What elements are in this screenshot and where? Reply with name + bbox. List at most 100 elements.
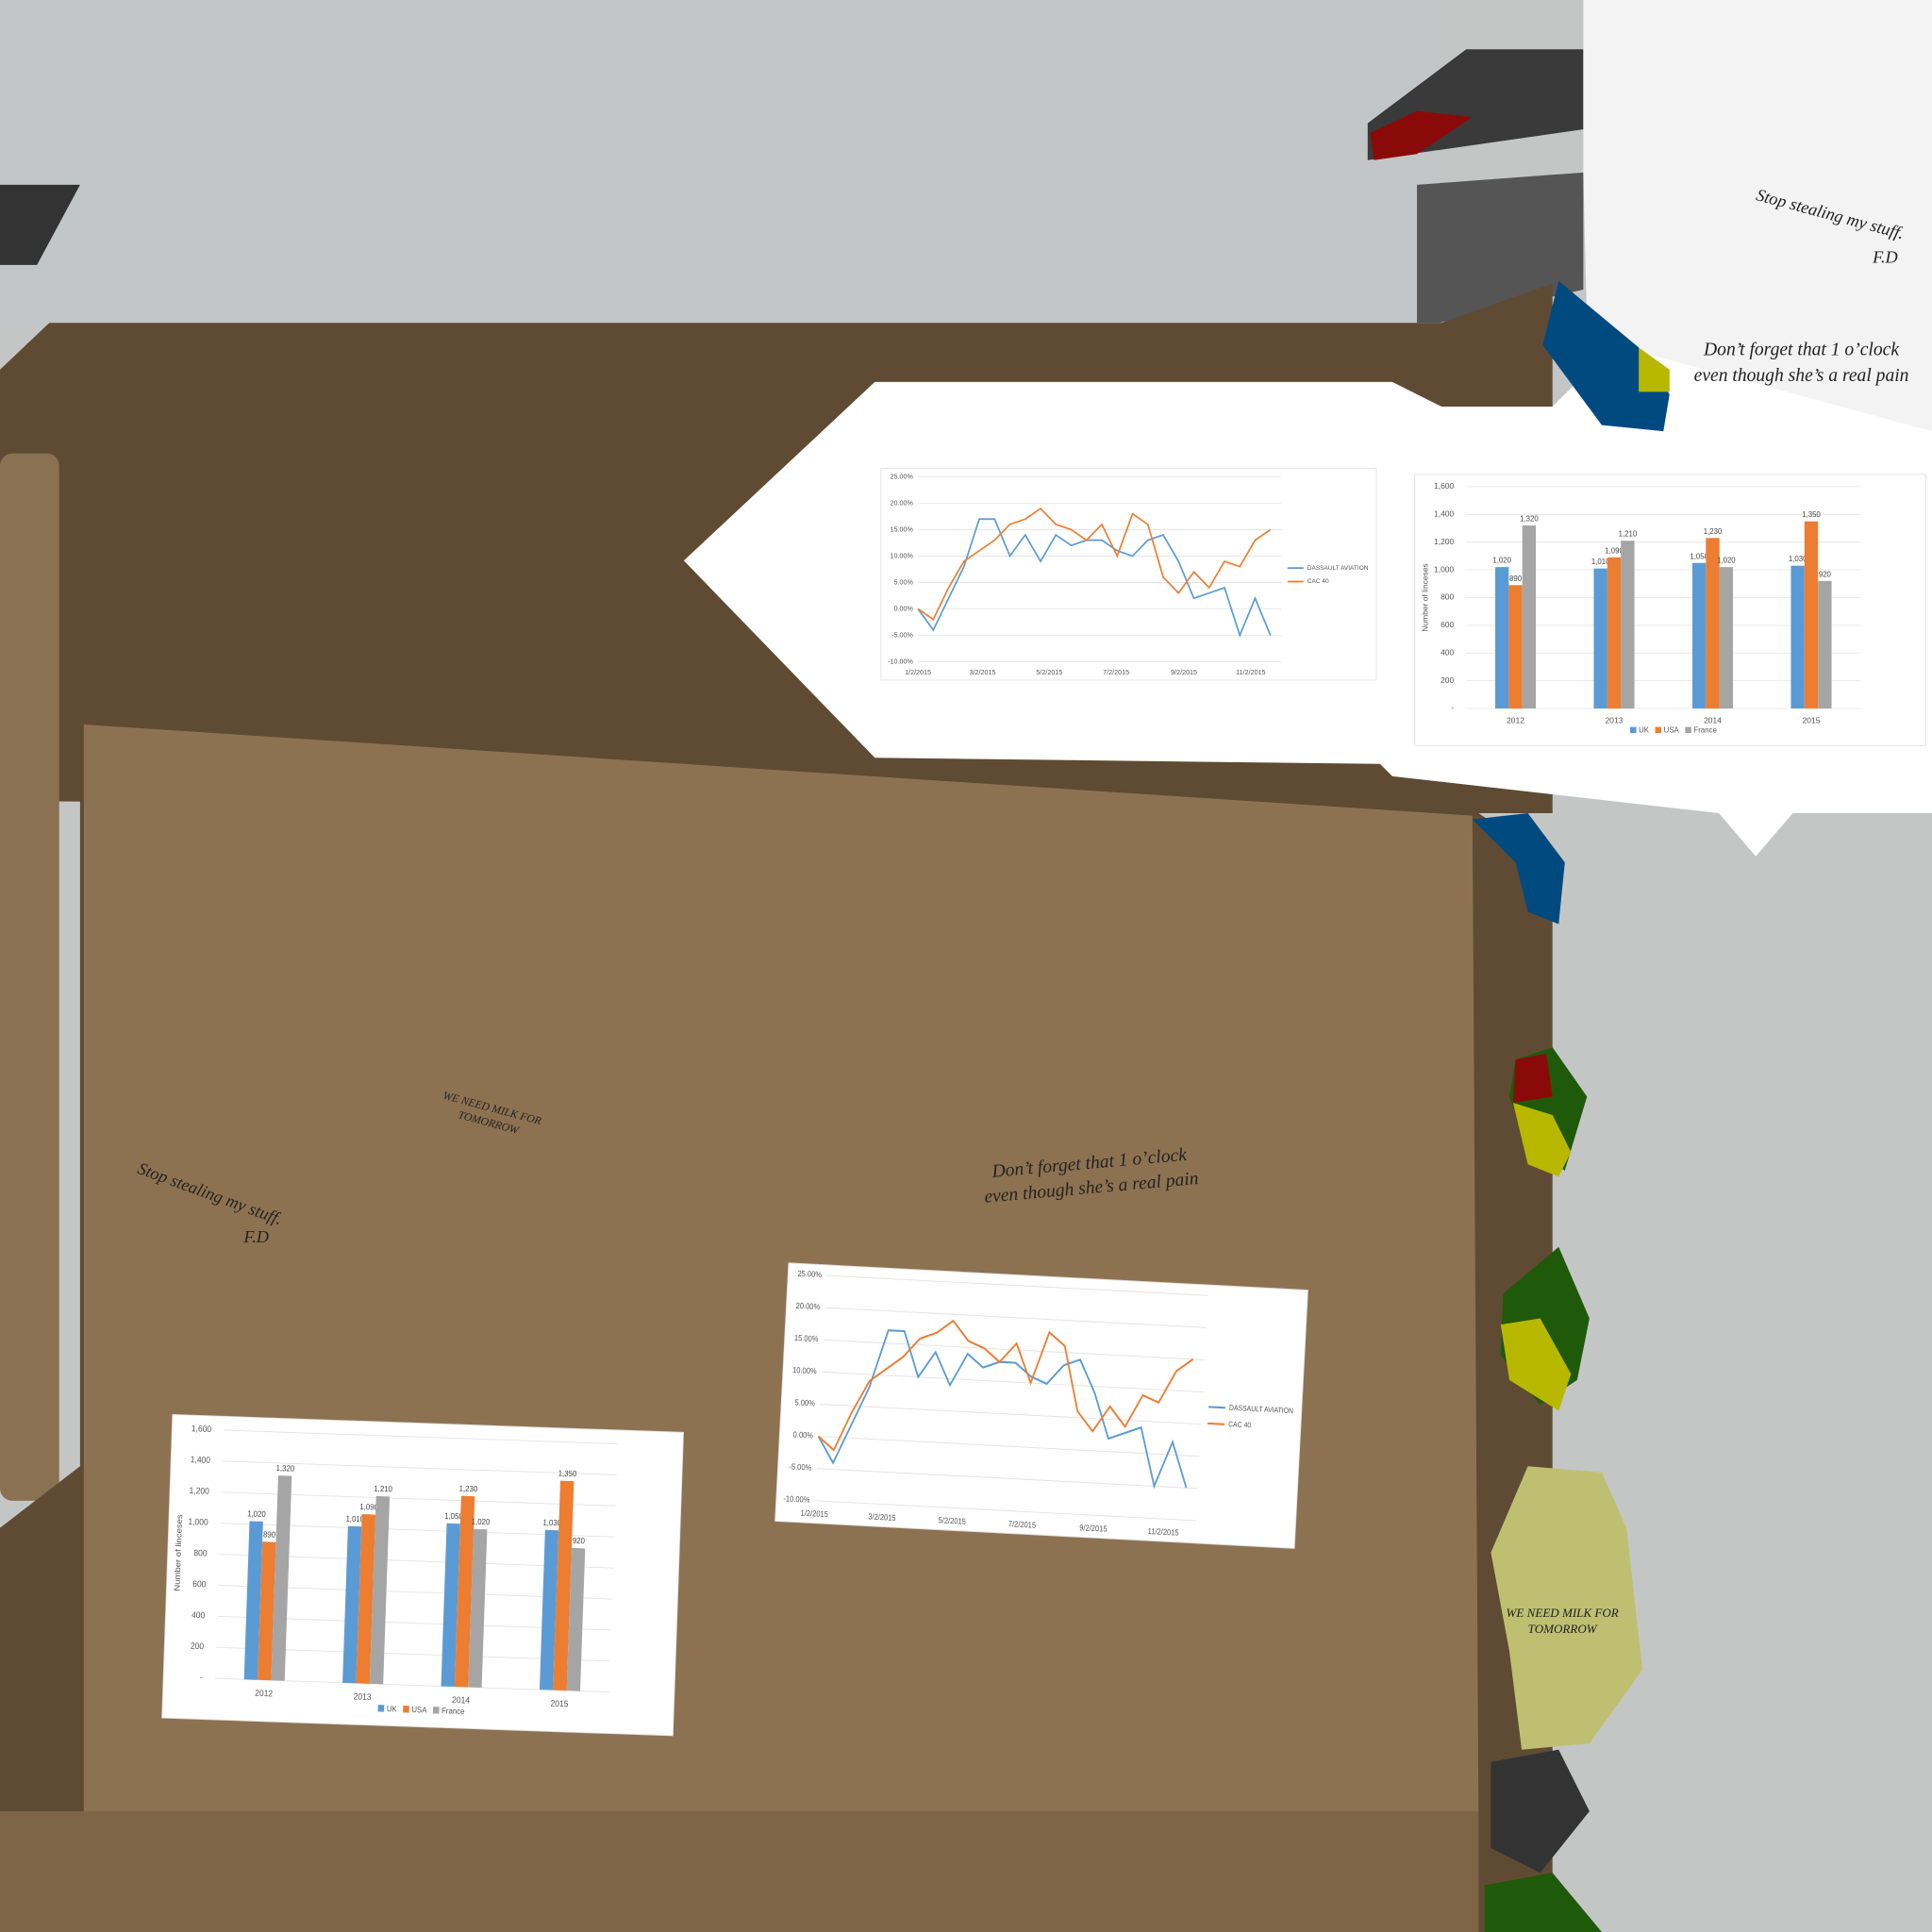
bar: [1691, 562, 1707, 709]
x-tick-label: 2012: [1507, 715, 1524, 724]
y-tick-label: 400: [1441, 647, 1454, 657]
x-tick-label: 9/2/2015: [1171, 669, 1197, 676]
y-tick-label: 1,600: [1434, 481, 1454, 491]
y-tick-label: 600: [192, 1579, 207, 1590]
y-axis-title: Number of linceses: [1420, 563, 1429, 632]
value-label: 1,230: [1704, 527, 1723, 536]
bar: [566, 1547, 586, 1691]
bar: [441, 1523, 460, 1687]
x-tick-label: 2013: [1606, 715, 1624, 724]
grid-line: [818, 1436, 1200, 1457]
yellow-note: [1491, 1466, 1643, 1750]
y-tick-label: 1,200: [189, 1486, 209, 1496]
y-tick-label: 400: [192, 1609, 206, 1620]
value-label: 1,020: [1717, 557, 1736, 565]
y-tick-label: 1,600: [192, 1424, 212, 1434]
note-signature: F.D: [1872, 247, 1898, 266]
bar: [369, 1495, 391, 1685]
gray-panel: [0, 0, 1440, 324]
chart-frame: [161, 1413, 684, 1737]
x-tick-label: 11/2/2015: [1236, 669, 1265, 676]
y-tick-label: 600: [1441, 620, 1454, 629]
y-tick-label: 20.00%: [891, 499, 914, 507]
x-tick-label: 2015: [550, 1698, 568, 1708]
y-tick-label: 15.00%: [794, 1333, 819, 1343]
value-label: 1,050: [444, 1510, 463, 1521]
x-tick-label: 1/2/2015: [800, 1508, 828, 1519]
y-tick-label: 25.00%: [891, 473, 914, 480]
x-tick-label: 3/2/2015: [868, 1512, 896, 1523]
y-tick-label: 800: [193, 1548, 208, 1558]
y-tick-label: 1,200: [1434, 537, 1454, 546]
x-tick-label: 7/2/2015: [1008, 1520, 1037, 1530]
y-tick-label: -10.00%: [888, 658, 913, 665]
value-label: 1,010: [345, 1513, 364, 1524]
value-label: 920: [573, 1535, 586, 1545]
red-patch: [1370, 110, 1473, 160]
chart-frame: [880, 467, 1377, 681]
value-label: 1,020: [247, 1508, 266, 1519]
value-label: 1,210: [374, 1483, 392, 1493]
grid-line: [816, 1468, 1198, 1490]
bar: [243, 1521, 263, 1680]
red-patch: [1512, 1053, 1553, 1103]
legend-label: France: [441, 1706, 465, 1716]
y-tick-label: 200: [191, 1641, 205, 1651]
y-tick-label: -5.00%: [789, 1462, 811, 1473]
legend-label: USA: [411, 1705, 427, 1715]
value-label: 1,320: [275, 1463, 294, 1474]
legend-swatch: [403, 1706, 409, 1713]
legend-swatch: [1685, 726, 1691, 734]
y-tick-label: 1,000: [1434, 564, 1454, 574]
y-tick-label: 1,400: [1434, 509, 1454, 519]
legend-swatch: [432, 1707, 440, 1714]
bar: [1706, 538, 1720, 709]
value-label: 1,010: [1591, 558, 1610, 566]
bar: [539, 1529, 559, 1690]
x-tick-label: 5/2/2015: [1036, 669, 1062, 676]
x-tick-label: 5/2/2015: [938, 1516, 966, 1526]
y-tick-label: 5.00%: [893, 578, 913, 586]
bar: [1508, 585, 1523, 709]
y-tick-label: 15.00%: [891, 525, 914, 533]
legend-swatch: [1630, 726, 1637, 734]
x-tick-label: 1/2/2015: [905, 669, 931, 676]
value-label: 890: [263, 1529, 276, 1540]
bar: [553, 1480, 575, 1691]
series-line: [917, 507, 1272, 621]
grid-line: [826, 1274, 1208, 1296]
bar: [468, 1528, 488, 1688]
x-tick-label: 2015: [1803, 715, 1821, 724]
x-tick-label: 2013: [354, 1691, 372, 1702]
y-tick-label: 800: [1441, 592, 1454, 602]
value-label: 1,320: [1520, 515, 1539, 524]
dark-strip: [1491, 1749, 1590, 1874]
bar: [356, 1514, 376, 1684]
yellow-patch: [1512, 1102, 1572, 1177]
bar: [271, 1475, 292, 1681]
value-label: 1,210: [1619, 530, 1638, 539]
value-label: 1,090: [1605, 546, 1624, 555]
grid-line: [820, 1403, 1202, 1425]
wood-strip: [0, 1811, 1479, 1932]
grid-line: [822, 1371, 1204, 1393]
chart-frame: [1414, 474, 1926, 746]
grid-line: [224, 1429, 618, 1444]
y-tick-label: 5.00%: [794, 1398, 815, 1408]
bar: [454, 1495, 475, 1688]
note-text: WE NEED MILK FOR: [1507, 1606, 1619, 1620]
board-edge: [0, 453, 59, 1501]
legend-label: DASSAULT AVIATION: [1229, 1403, 1293, 1415]
grid-line: [824, 1307, 1207, 1328]
value-label: 1,030: [1789, 555, 1807, 563]
note-text: Don’t forget that 1 o’clock: [1703, 341, 1899, 360]
bar: [1621, 541, 1635, 709]
chart: -10.00% -5.00% 0.00% 5.00% 10.00% 15.00% 20.00…: [774, 1262, 1308, 1549]
green-patch: [1484, 1873, 1602, 1932]
value-label: 1,230: [458, 1483, 477, 1493]
y-tick-label: -10.00%: [783, 1494, 810, 1505]
value-label: 890: [1509, 575, 1523, 583]
y-tick-label: 1,400: [191, 1455, 211, 1465]
